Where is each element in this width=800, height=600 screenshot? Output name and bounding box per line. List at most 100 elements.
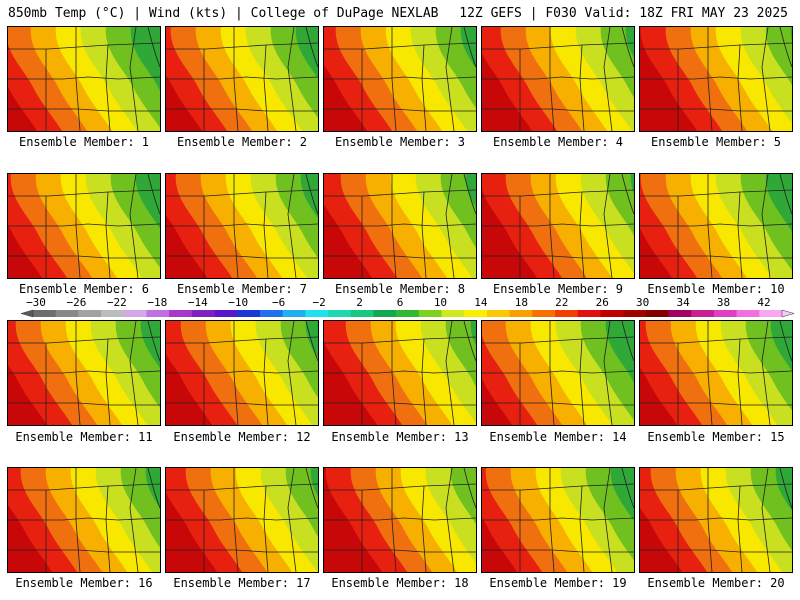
state-border-line: [75, 27, 81, 131]
colorbar-end-arrow: [781, 309, 795, 318]
state-border-line: [129, 174, 139, 278]
colorbar-segment: [33, 310, 56, 317]
temperature-band: [640, 368, 678, 425]
colorbar-segment: [123, 310, 147, 317]
ensemble-member-label: Ensemble Member: 7: [176, 282, 308, 296]
state-border-line: [8, 76, 160, 80]
state-border-line: [482, 42, 634, 50]
state-border-line: [147, 174, 160, 215]
state-border-line: [579, 191, 585, 278]
temperature-colorbar: [20, 309, 795, 318]
ensemble-member-label: Ensemble Member: 13: [331, 430, 469, 444]
ensemble-member-label: Ensemble Member: 18: [331, 576, 469, 590]
colorbar-tick-label: −2: [312, 296, 326, 309]
colorbar-segment: [191, 310, 215, 317]
ensemble-map-panel: [165, 320, 319, 426]
state-border-line: [263, 485, 269, 572]
state-border-line: [482, 336, 634, 344]
state-border-line: [324, 483, 476, 491]
state-border-line: [463, 321, 476, 362]
state-border-line: [8, 223, 160, 227]
ensemble-map-panel: [481, 320, 635, 426]
temperature-map: [640, 468, 792, 572]
ensemble-member-label: Ensemble Member: 11: [15, 430, 153, 444]
state-border-line: [603, 27, 613, 131]
state-border-line: [779, 468, 792, 509]
state-border-line: [391, 468, 397, 572]
colorbar-tick-label: 14: [474, 296, 488, 309]
state-border-line: [391, 27, 397, 131]
temperature-band: [640, 27, 698, 131]
state-border-line: [233, 321, 239, 425]
state-border-line: [166, 336, 318, 344]
state-border-line: [166, 483, 318, 491]
state-border-line: [324, 42, 476, 50]
colorbar-segment: [532, 310, 556, 317]
colorbar-segment: [328, 310, 352, 317]
colorbar-tick-label: 38: [716, 296, 731, 309]
state-border-line: [482, 189, 634, 197]
state-border-line: [324, 370, 476, 374]
colorbar-tick-label: 18: [514, 296, 528, 309]
ensemble-map-panel: [323, 467, 477, 573]
colorbar-segment: [305, 310, 329, 317]
state-border-line: [737, 44, 743, 131]
state-border-line: [8, 42, 160, 50]
state-border-line: [779, 174, 792, 215]
ensemble-member-label: Ensemble Member: 1: [18, 135, 150, 149]
ensemble-member-label: Ensemble Member: 20: [647, 576, 785, 590]
temperature-map: [8, 174, 160, 278]
state-border-line: [305, 174, 318, 215]
ensemble-member-label: Ensemble Member: 17: [173, 576, 311, 590]
state-border-line: [166, 42, 318, 50]
state-border-line: [549, 321, 555, 425]
ensemble-member-label: Ensemble Member: 8: [334, 282, 466, 296]
temperature-map: [324, 27, 476, 131]
state-border-line: [640, 370, 792, 374]
state-border-line: [761, 27, 771, 131]
state-border-line: [421, 485, 427, 572]
ensemble-member-label: Ensemble Member: 16: [15, 576, 153, 590]
colorbar-segment: [396, 310, 420, 317]
state-border-line: [147, 321, 160, 362]
temperature-map: [166, 174, 318, 278]
state-border-line: [166, 189, 318, 197]
colorbar-tick-label: 30: [636, 296, 650, 309]
temperature-band: [324, 204, 373, 278]
state-border-line: [603, 174, 613, 278]
state-border-line: [549, 27, 555, 131]
state-border-line: [233, 468, 239, 572]
temperature-band: [324, 468, 383, 572]
state-border-line: [761, 174, 771, 278]
colorbar-segment: [350, 310, 374, 317]
state-border-line: [8, 370, 160, 374]
ensemble-map-panel: [323, 320, 477, 426]
state-border-line: [445, 321, 455, 425]
state-border-line: [707, 321, 713, 425]
colorbar-tick-label: 22: [555, 296, 569, 309]
state-border-line: [105, 338, 111, 425]
ensemble-member-label: Ensemble Member: 19: [489, 576, 627, 590]
state-border-line: [640, 223, 792, 227]
colorbar-segment: [373, 310, 397, 317]
colorbar-segment: [146, 310, 170, 317]
ensemble-map-panel: [323, 26, 477, 132]
colorbar-segment: [282, 310, 306, 317]
state-border-line: [75, 468, 81, 572]
temperature-map: [166, 468, 318, 572]
colorbar-segment: [259, 310, 283, 317]
state-border-line: [8, 517, 160, 521]
colorbar-segment: [555, 310, 579, 317]
colorbar-tick-label: −18: [147, 296, 168, 309]
temperature-band: [166, 215, 208, 278]
temperature-map: [482, 321, 634, 425]
temperature-band: [324, 65, 368, 131]
state-border-line: [482, 223, 634, 227]
state-border-line: [640, 517, 792, 521]
colorbar-segment: [623, 310, 647, 317]
state-border-line: [8, 336, 160, 344]
temperature-band: [640, 228, 673, 278]
colorbar-segment: [645, 310, 669, 317]
colorbar-tick-label: 26: [595, 296, 609, 309]
state-border-line: [233, 174, 239, 278]
